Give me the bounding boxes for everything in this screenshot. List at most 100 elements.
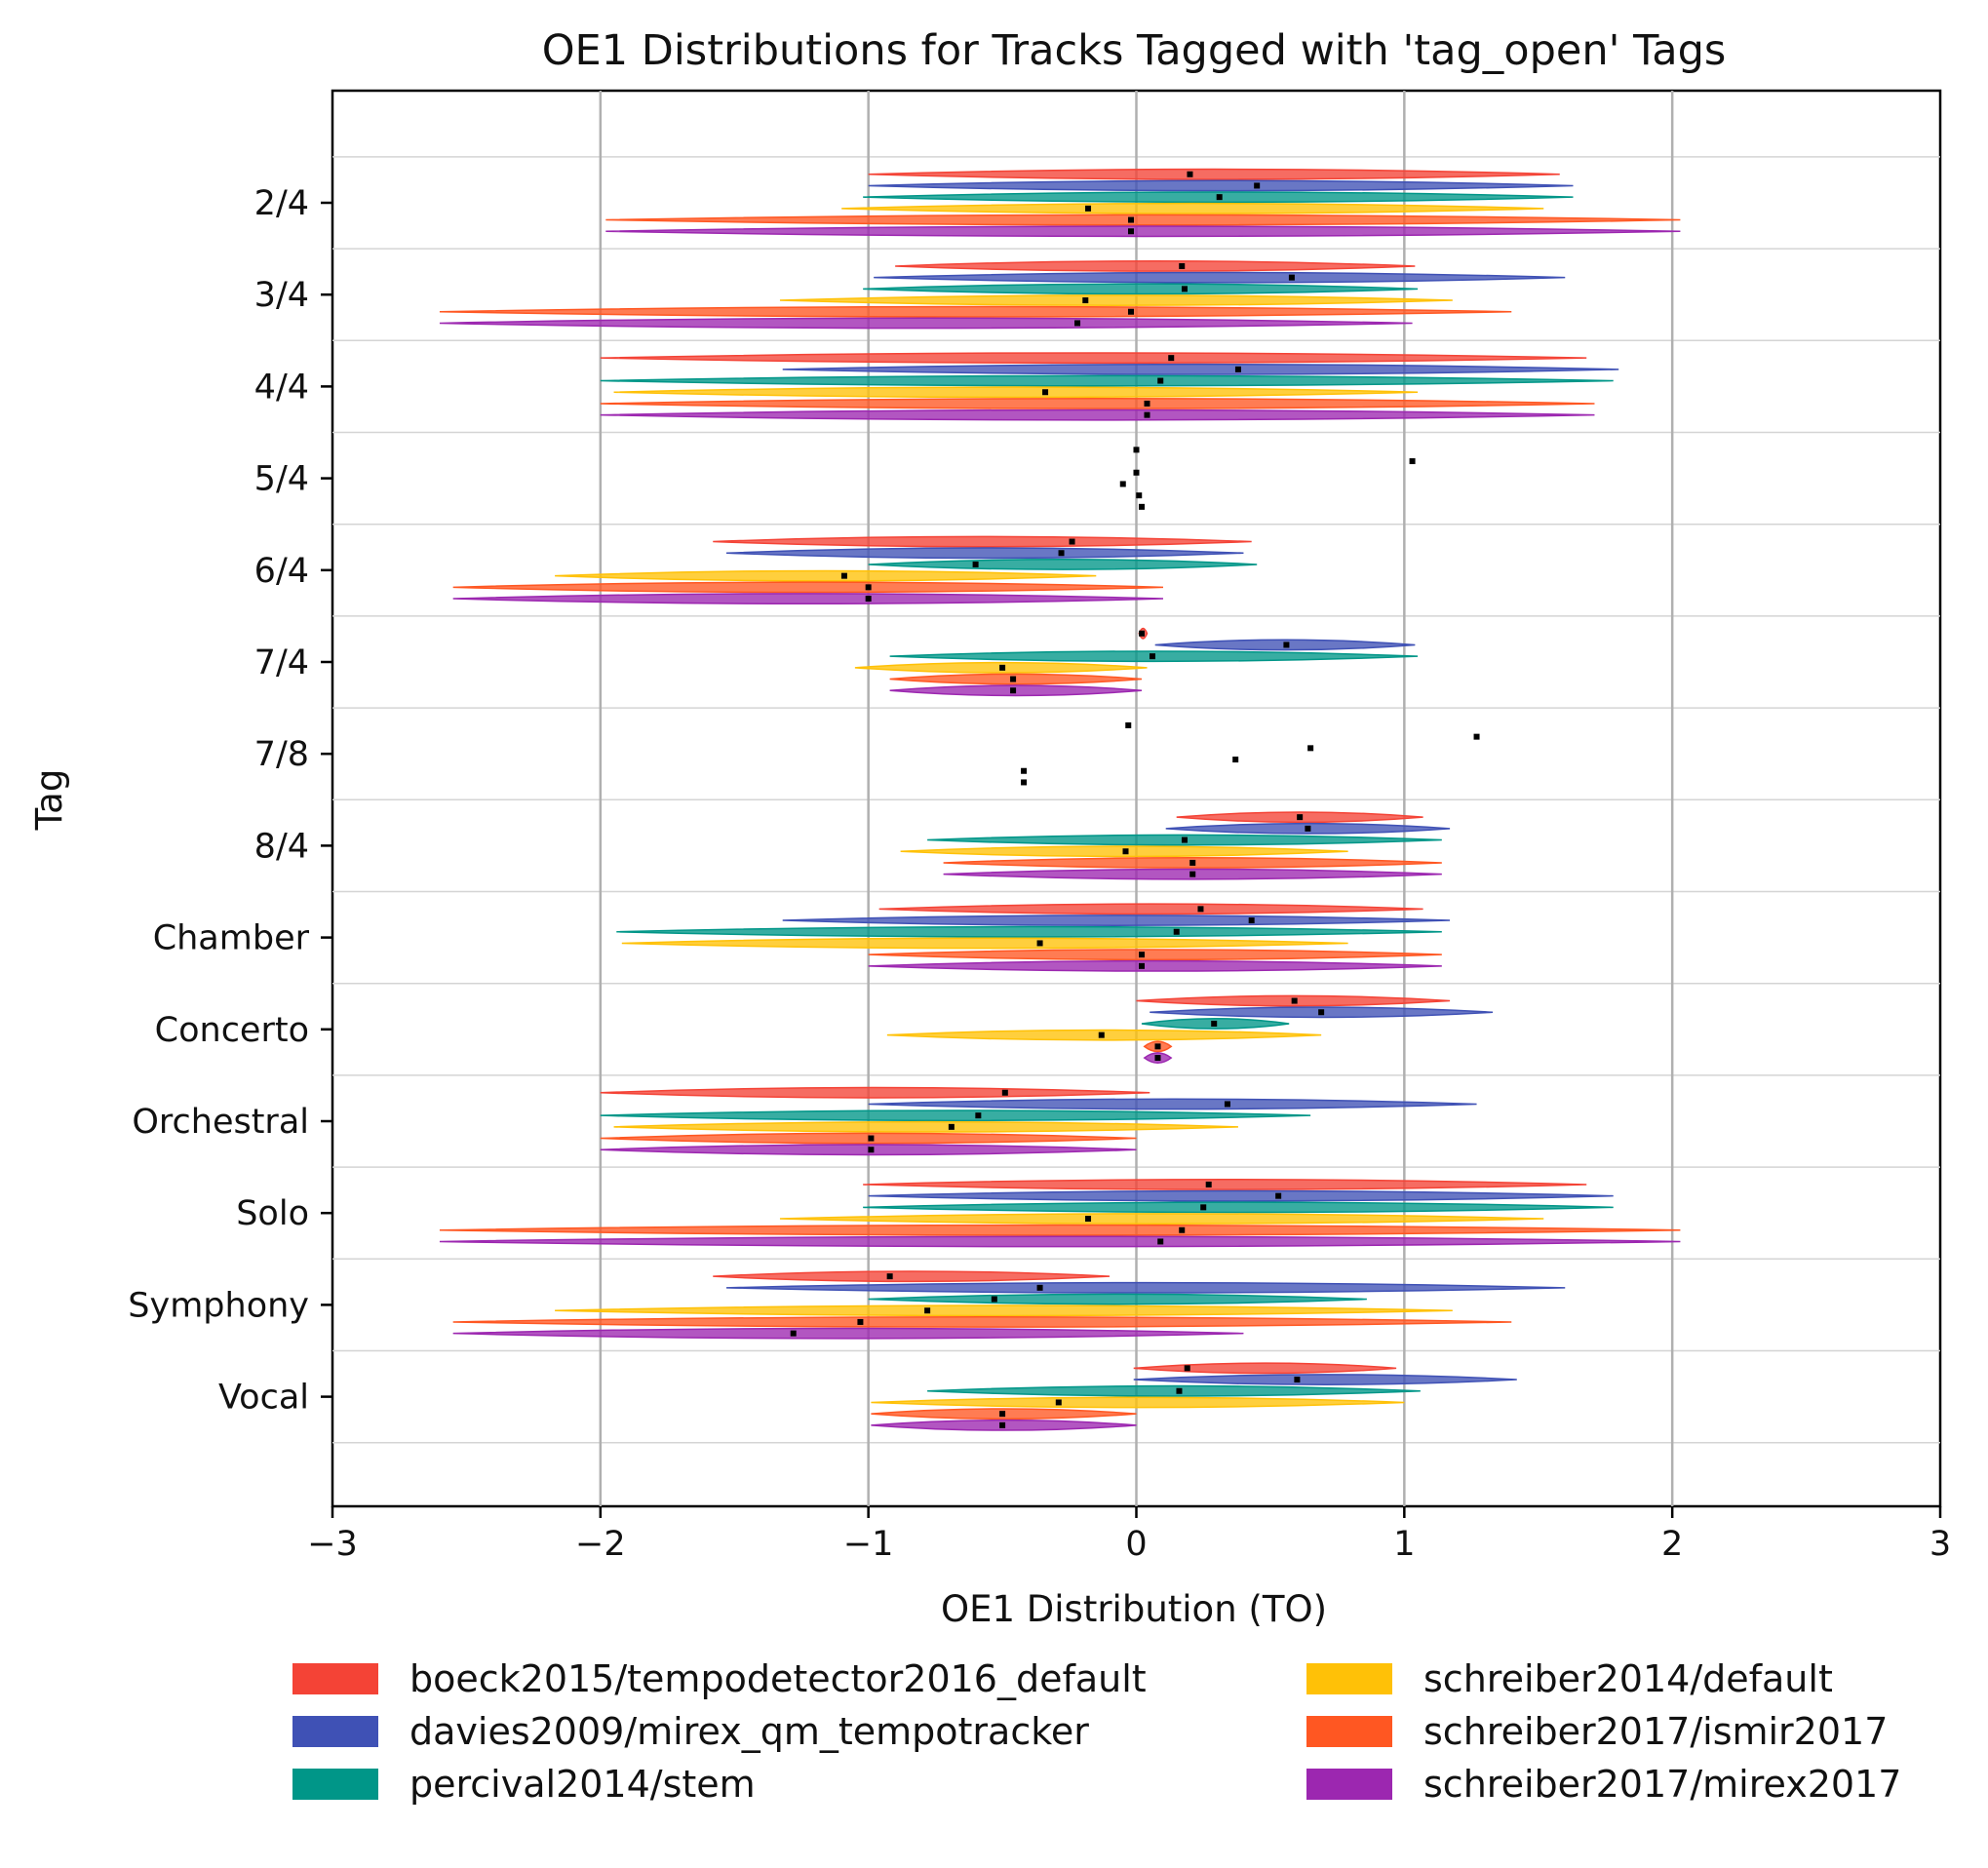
legend-item: percival2014/stem [292, 1763, 756, 1806]
median-marker [1154, 1043, 1161, 1050]
median-marker [1149, 653, 1155, 660]
median-marker [1254, 182, 1261, 189]
median-marker [1085, 205, 1092, 212]
median-marker [1224, 1101, 1230, 1108]
y-axis-label: Tag [28, 769, 70, 832]
y-tick-label: 7/4 [254, 643, 309, 682]
x-tick-label: 1 [1393, 1525, 1415, 1564]
legend-item: schreiber2017/ismir2017 [1306, 1710, 1888, 1753]
median-marker [865, 596, 872, 603]
median-marker [1184, 1365, 1190, 1372]
median-marker [1021, 767, 1028, 774]
median-marker [1205, 1181, 1212, 1187]
median-marker [1181, 837, 1188, 843]
median-marker [1082, 297, 1089, 304]
median-marker [1010, 676, 1017, 682]
violin [895, 260, 1416, 272]
median-marker [1055, 1399, 1062, 1406]
median-marker [999, 1411, 1006, 1418]
median-marker [1154, 1055, 1161, 1062]
median-marker [1168, 355, 1175, 362]
legend-label: davies2009/mirex_qm_tempotracker [409, 1710, 1089, 1753]
violin [868, 559, 1258, 570]
median-marker [999, 664, 1006, 671]
median-marker [1136, 492, 1143, 499]
violin [868, 179, 1574, 192]
x-tick-label: −3 [307, 1525, 358, 1564]
legend-item: schreiber2017/mirex2017 [1306, 1763, 1901, 1806]
y-tick-label: Symphony [128, 1286, 309, 1325]
median-marker [1010, 687, 1017, 694]
median-marker [1211, 1020, 1218, 1027]
median-marker [1128, 216, 1135, 223]
median-marker [1288, 274, 1295, 281]
violin [782, 363, 1619, 375]
median-marker [1119, 481, 1126, 487]
median-marker [1157, 1238, 1164, 1245]
violin [871, 1396, 1405, 1409]
median-marker [1232, 757, 1239, 763]
x-axis-label: OE1 Distribution (TO) [941, 1588, 1327, 1630]
median-marker [1157, 377, 1164, 384]
median-marker [1138, 962, 1145, 969]
median-marker [924, 1307, 931, 1314]
median-marker [1001, 1089, 1008, 1096]
violin [600, 374, 1614, 387]
violin [1133, 1374, 1517, 1385]
median-marker [1197, 906, 1204, 913]
violin [874, 271, 1566, 284]
y-tick-label: Orchestral [132, 1103, 309, 1142]
y-tick-label: 6/4 [254, 552, 309, 591]
median-marker [1200, 1204, 1207, 1211]
median-marker [1307, 745, 1314, 752]
median-marker [1085, 1216, 1092, 1223]
x-tick-label: −1 [843, 1525, 894, 1564]
legend-item: boeck2015/tempodetector2016_default [292, 1657, 1147, 1700]
median-marker [1036, 940, 1043, 947]
median-marker [1144, 411, 1150, 418]
median-marker [948, 1123, 955, 1130]
median-marker [868, 1135, 875, 1142]
median-marker [1176, 1387, 1183, 1394]
median-marker [1189, 871, 1196, 877]
violin [600, 352, 1587, 365]
violin [1133, 1362, 1397, 1375]
plot-area: −3 −2 −1 0 1 2 3 2/4 3/4 4/4 5/4 6/4 7/4 7/8 8/4 Chambe… [128, 89, 1951, 1564]
violin [713, 535, 1252, 548]
median-marker [1248, 917, 1255, 924]
violin [439, 317, 1413, 330]
median-marker [865, 584, 872, 591]
y-tick-label: 2/4 [254, 184, 309, 223]
violin [868, 959, 1442, 972]
violin [613, 386, 1419, 399]
median-marker [999, 1421, 1006, 1428]
median-marker [1473, 733, 1480, 740]
median-marker [1128, 308, 1135, 315]
violin [600, 409, 1595, 421]
median-marker [1409, 458, 1416, 465]
median-marker [1069, 538, 1075, 545]
violin [439, 305, 1512, 318]
median-marker [1042, 389, 1049, 396]
violin [613, 1120, 1238, 1133]
violin [878, 903, 1423, 915]
violin [782, 915, 1451, 926]
median-marker [1216, 194, 1223, 201]
violin [452, 1316, 1512, 1328]
y-tick-label: Solo [236, 1194, 309, 1233]
violin [452, 581, 1164, 594]
violin [725, 547, 1244, 560]
violin [779, 1213, 1544, 1225]
median-marker [1036, 1284, 1043, 1291]
violin [452, 1327, 1244, 1340]
median-marker [1291, 997, 1298, 1004]
y-tick-label: 3/4 [254, 276, 309, 315]
violin [868, 949, 1442, 961]
violin [863, 1201, 1614, 1214]
violin [621, 937, 1348, 950]
x-tick-label: 0 [1125, 1525, 1147, 1564]
violin [605, 225, 1681, 238]
median-marker [1297, 814, 1304, 821]
legend-label: schreiber2017/ismir2017 [1423, 1710, 1889, 1753]
violin [863, 283, 1419, 295]
